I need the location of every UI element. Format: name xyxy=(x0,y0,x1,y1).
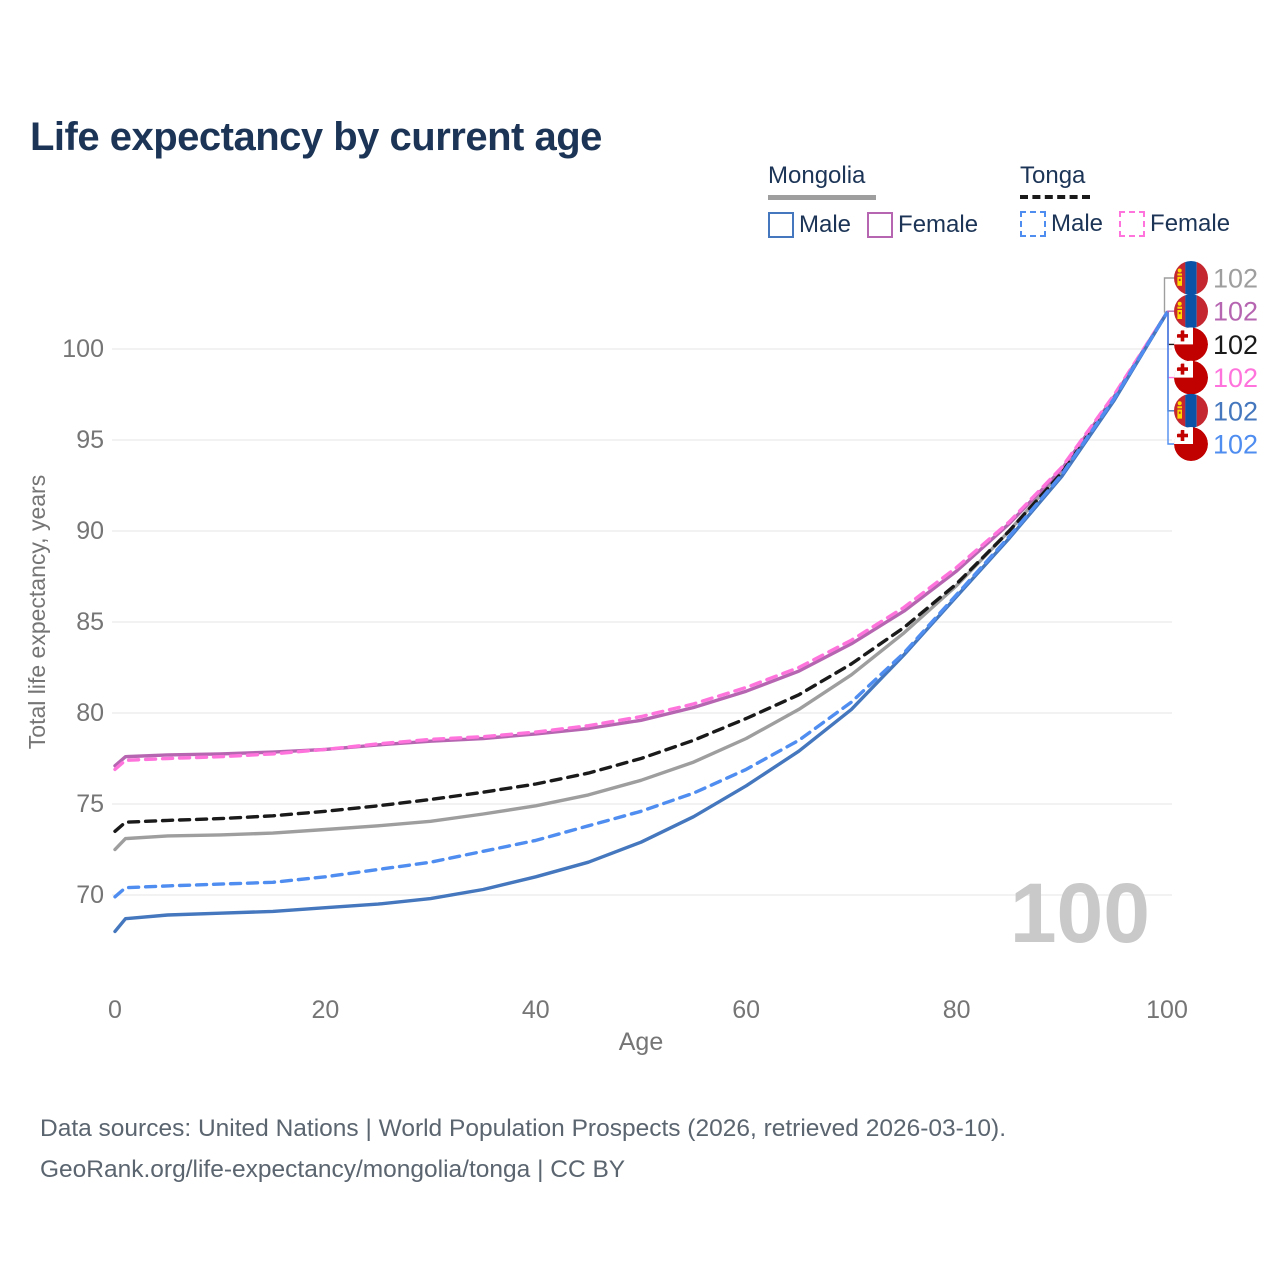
y-tick-label-90: 90 xyxy=(76,517,104,545)
x-tick-label-80: 80 xyxy=(943,996,971,1024)
legend-item-tonga-female[interactable]: Female xyxy=(1119,210,1230,238)
end-label-mongolia-female: 102 xyxy=(1213,297,1258,327)
x-axis-title: Age xyxy=(619,1028,663,1056)
series-line-mongolia-female xyxy=(113,310,1169,768)
legend-label-mongolia-female: Female xyxy=(898,211,979,238)
x-tick-label-100: 100 xyxy=(1146,996,1188,1024)
legend-swatch-tonga-male-icon xyxy=(1020,211,1046,237)
footer: Data sources: United Nations | World Pop… xyxy=(40,1108,1006,1190)
series-line-mongolia-total xyxy=(113,310,1169,852)
flag-icon-tonga xyxy=(1174,360,1208,395)
y-tick-label-100: 100 xyxy=(62,335,104,363)
leader-line-mongolia-female xyxy=(1167,310,1174,313)
page-title: Life expectancy by current age xyxy=(30,114,602,159)
leader-line-mongolia-total xyxy=(1163,277,1174,313)
flag-icon-tonga xyxy=(1174,427,1208,461)
legend-underline-mongolia xyxy=(768,195,876,200)
end-label-mongolia-male: 102 xyxy=(1213,396,1258,426)
legend-label-mongolia-male: Male xyxy=(799,211,852,238)
legend-country-tonga: Tonga xyxy=(1020,162,1086,189)
series-line-tonga-total xyxy=(113,310,1169,833)
end-label-mongolia-total: 102 xyxy=(1213,264,1258,294)
series-line-tonga-female xyxy=(113,310,1169,772)
x-tick-label-60: 60 xyxy=(732,996,760,1024)
leader-line-tonga-male xyxy=(1167,312,1174,445)
end-label-tonga-male: 102 xyxy=(1213,430,1258,460)
end-label-tonga-female: 102 xyxy=(1213,363,1258,393)
x-tick-label-40: 40 xyxy=(522,996,550,1024)
flag-icon-mongolia xyxy=(1174,393,1208,428)
flag-icon-mongolia xyxy=(1174,294,1208,329)
flag-icon-mongolia xyxy=(1174,261,1208,295)
flag-icon-tonga xyxy=(1174,327,1208,362)
legend-item-mongolia-male[interactable]: Male xyxy=(768,211,851,239)
end-label-tonga-total: 102 xyxy=(1213,330,1258,360)
legend-items-mongolia: Male Female xyxy=(768,211,978,239)
x-tick-label-0: 0 xyxy=(108,996,122,1024)
y-tick-label-95: 95 xyxy=(76,426,104,454)
series-line-mongolia-male xyxy=(113,310,1169,934)
leader-line-tonga-total xyxy=(1167,312,1174,346)
leader-line-mongolia-male xyxy=(1167,312,1174,412)
legend-label-tonga-male: Male xyxy=(1051,210,1104,237)
series-line-tonga-male xyxy=(113,310,1169,899)
legend-items-tonga: Male Female xyxy=(1020,210,1230,238)
watermark-age-indicator: 100 xyxy=(1010,866,1150,960)
legend-item-mongolia-female[interactable]: Female xyxy=(867,211,978,239)
legend-underline-tonga xyxy=(1020,195,1090,199)
legend-item-tonga-male[interactable]: Male xyxy=(1020,210,1103,238)
legend-group-mongolia: Mongolia Male Female xyxy=(768,162,978,239)
x-tick-label-20: 20 xyxy=(311,996,339,1024)
y-tick-label-85: 85 xyxy=(76,608,104,636)
chart-svg: 70 75 80 85 90 95 100 0 20 40 60 80 100 Age Total life… xyxy=(24,261,1258,1056)
y-tick-label-75: 75 xyxy=(76,790,104,818)
legend-country-mongolia: Mongolia xyxy=(768,162,866,189)
y-tick-label-70: 70 xyxy=(76,881,104,909)
legend-label-tonga-female: Female xyxy=(1150,210,1231,237)
legend-group-tonga: Tonga Male Female xyxy=(1020,162,1230,238)
y-tick-label-80: 80 xyxy=(76,699,104,727)
footer-sources: Data sources: United Nations | World Pop… xyxy=(40,1115,1007,1142)
footer-attribution[interactable]: GeoRank.org/life-expectancy/mongolia/ton… xyxy=(40,1156,626,1183)
leader-line-tonga-female xyxy=(1167,312,1174,379)
legend-swatch-tonga-female-icon xyxy=(1119,211,1146,237)
legend-swatch-mongolia-female-icon xyxy=(867,212,894,238)
legend-swatch-mongolia-male-icon xyxy=(768,212,794,238)
chart-plot-area: 70 75 80 85 90 95 100 0 20 40 60 80 100 Age Total life… xyxy=(24,261,1258,1056)
y-axis-title: Total life expectancy, years xyxy=(24,475,50,749)
